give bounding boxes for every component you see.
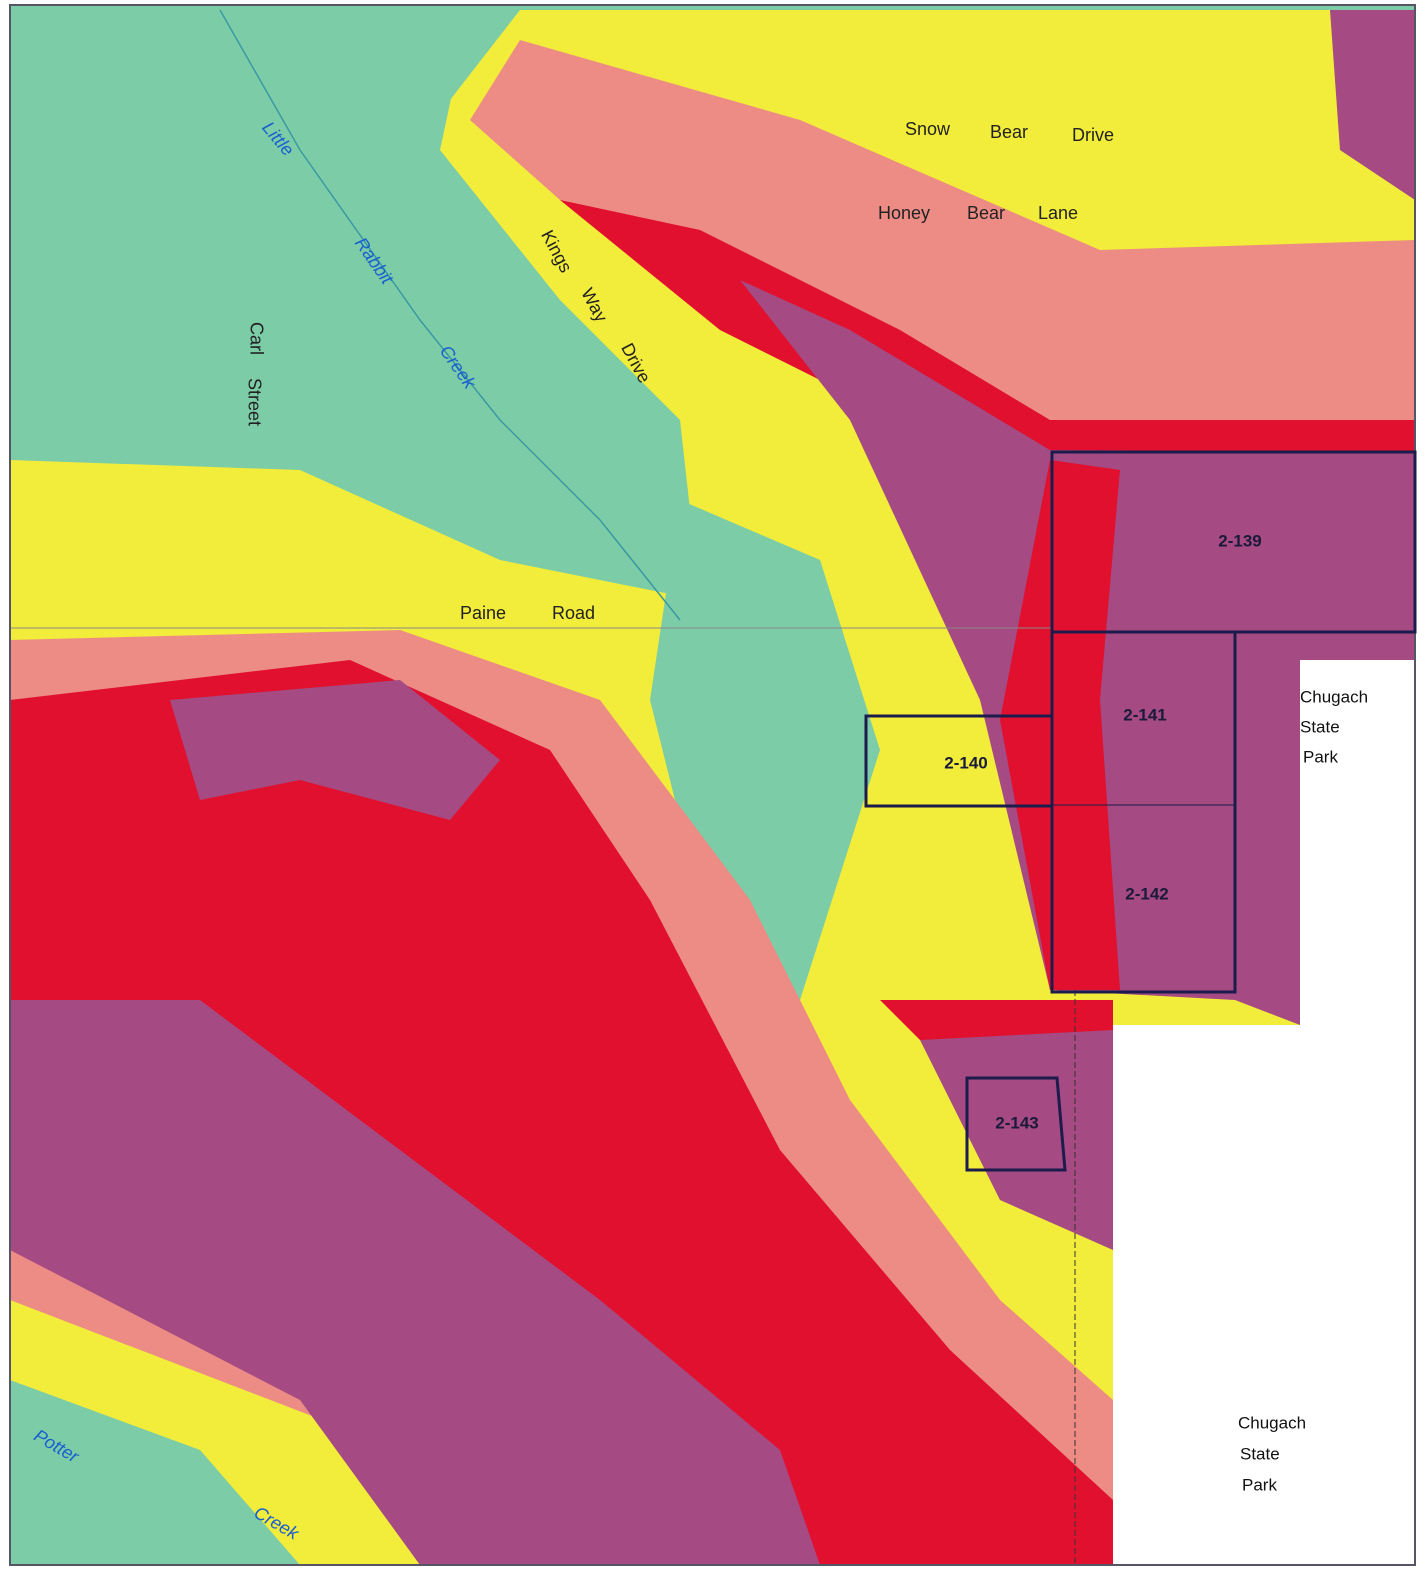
terrain — [9, 4, 1426, 1570]
park-label: Chugach — [1300, 687, 1368, 706]
park-label: State — [1240, 1444, 1280, 1463]
parcel-outlines — [864, 450, 1417, 1172]
park-label: Park — [1303, 747, 1338, 766]
park-label: State — [1300, 717, 1340, 736]
road-label: Honey — [878, 203, 930, 223]
road-label: Lane — [1038, 203, 1078, 223]
parcel-label: 2-141 — [1123, 705, 1166, 724]
parcel-label: 2-142 — [1125, 884, 1168, 903]
parcel-label: 2-143 — [995, 1113, 1038, 1132]
road-label: Road — [552, 603, 595, 623]
parcel-label: 2-139 — [1218, 531, 1261, 550]
road-label: Street — [244, 378, 264, 426]
road-label: Bear — [990, 122, 1028, 142]
road-label: Carl — [246, 322, 266, 355]
parcel-label: 2-140 — [944, 753, 987, 772]
park-label: Park — [1242, 1475, 1277, 1494]
road-label: Paine — [460, 603, 506, 623]
road-label: Bear — [967, 203, 1005, 223]
road-label: Snow — [905, 119, 951, 139]
road-label: Drive — [1072, 125, 1114, 145]
park-label: Chugach — [1238, 1413, 1306, 1432]
